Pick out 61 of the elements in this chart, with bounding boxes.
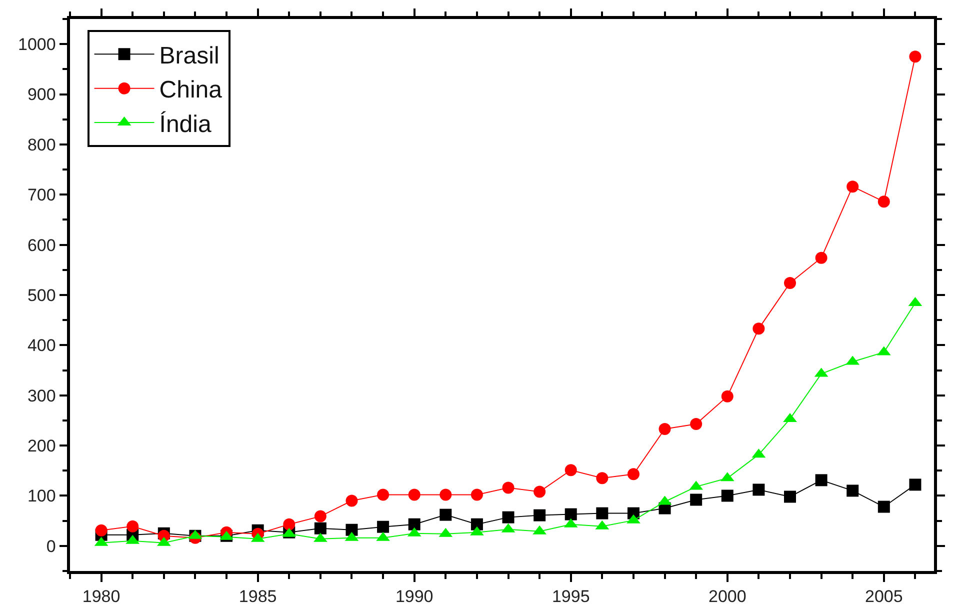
point — [564, 508, 577, 520]
point — [470, 488, 483, 501]
point — [815, 252, 828, 264]
legend-label: Brasil — [159, 42, 220, 70]
point — [815, 474, 828, 486]
point — [784, 276, 796, 289]
point — [752, 484, 765, 496]
y-tick-label: 300 — [27, 386, 56, 406]
point — [377, 520, 390, 533]
y-tick-label: 800 — [27, 135, 56, 154]
point — [596, 472, 608, 484]
point — [377, 488, 390, 501]
x-tick-label: 1995 — [552, 587, 590, 606]
y-tick-label: 700 — [27, 186, 56, 205]
point — [721, 390, 734, 402]
point — [752, 322, 765, 335]
y-tick-label: 900 — [27, 85, 56, 104]
legend-label: Índia — [159, 110, 212, 138]
point — [909, 478, 922, 491]
point — [346, 494, 358, 507]
point — [658, 422, 671, 435]
x-tick-label: 1985 — [238, 587, 277, 606]
point — [690, 494, 702, 506]
legend-label: China — [159, 76, 223, 104]
point — [314, 510, 326, 522]
point — [534, 486, 546, 498]
y-tick-label: 200 — [27, 436, 56, 456]
point — [95, 524, 108, 536]
point — [283, 518, 296, 530]
x-tick-label: 1990 — [395, 587, 434, 606]
point — [846, 484, 859, 497]
point — [346, 524, 358, 536]
point — [878, 196, 890, 208]
point — [408, 518, 420, 530]
y-tick-label: 600 — [27, 236, 56, 255]
point — [440, 508, 452, 521]
point — [846, 180, 859, 193]
y-tick-label: 500 — [27, 286, 56, 305]
x-tick-label: 2005 — [864, 587, 903, 606]
point — [721, 490, 734, 502]
point — [564, 464, 577, 476]
y-tick-label: 0 — [46, 536, 56, 556]
point — [627, 468, 640, 480]
point — [408, 488, 420, 501]
y-tick-label: 100 — [27, 486, 56, 506]
point — [502, 482, 514, 494]
point — [784, 490, 796, 503]
point — [126, 520, 139, 532]
point — [470, 518, 483, 530]
point — [440, 488, 452, 501]
point — [909, 50, 922, 63]
point — [314, 522, 326, 534]
x-tick-label: 2000 — [708, 587, 746, 606]
y-tick-label: 400 — [27, 336, 56, 356]
point — [690, 418, 702, 430]
point — [502, 511, 514, 524]
point — [534, 509, 546, 522]
x-tick-label: 1980 — [82, 587, 120, 606]
point — [878, 500, 890, 513]
point — [596, 507, 608, 520]
y-tick-label: 1000 — [18, 35, 56, 54]
